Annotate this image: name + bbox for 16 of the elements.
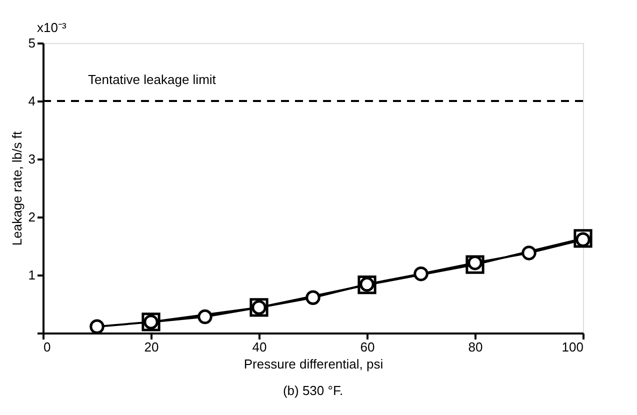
x-tick-label: 20 [144,340,159,354]
y-tick-label: 2 [28,210,36,224]
y-tick-label: 1 [28,268,36,282]
x-tick-label: 80 [468,340,483,354]
x-tick-label: 100 [562,340,584,354]
ref-line-label: Tentative leakage limit [88,72,216,87]
x-tick-label: 0 [44,340,51,354]
x-tick-label: 60 [360,340,375,354]
y-axis-title: Leakage rate, lb/s ft [9,131,24,246]
text: x10⁻³ [37,20,67,35]
y-tick-label: 3 [28,152,36,166]
text: (b) 530 °F. [282,383,344,398]
y-tick-label: 4 [28,94,36,108]
x-axis-title: Pressure differential, psi [244,356,384,372]
x-tick-label: 40 [252,340,267,354]
y-tick-label: 5 [28,36,36,50]
